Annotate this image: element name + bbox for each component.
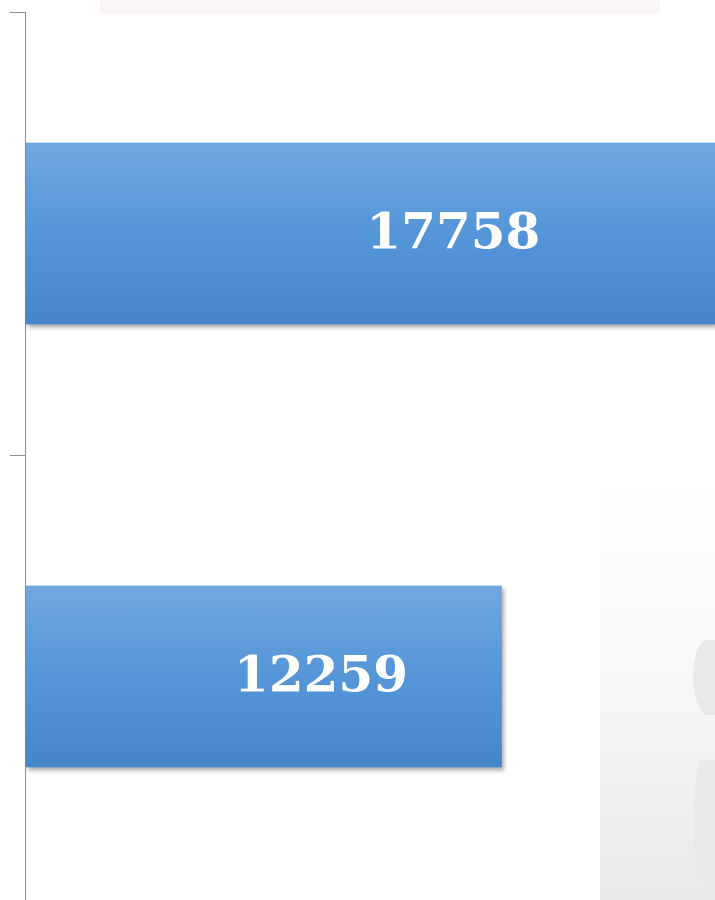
top-strip bbox=[100, 0, 660, 14]
bar-sheen bbox=[26, 585, 502, 768]
value-label: 12259 bbox=[234, 645, 408, 704]
value-label: 17758 bbox=[366, 202, 540, 261]
background-figure-shape bbox=[692, 640, 715, 900]
bar-sheen bbox=[26, 142, 715, 325]
